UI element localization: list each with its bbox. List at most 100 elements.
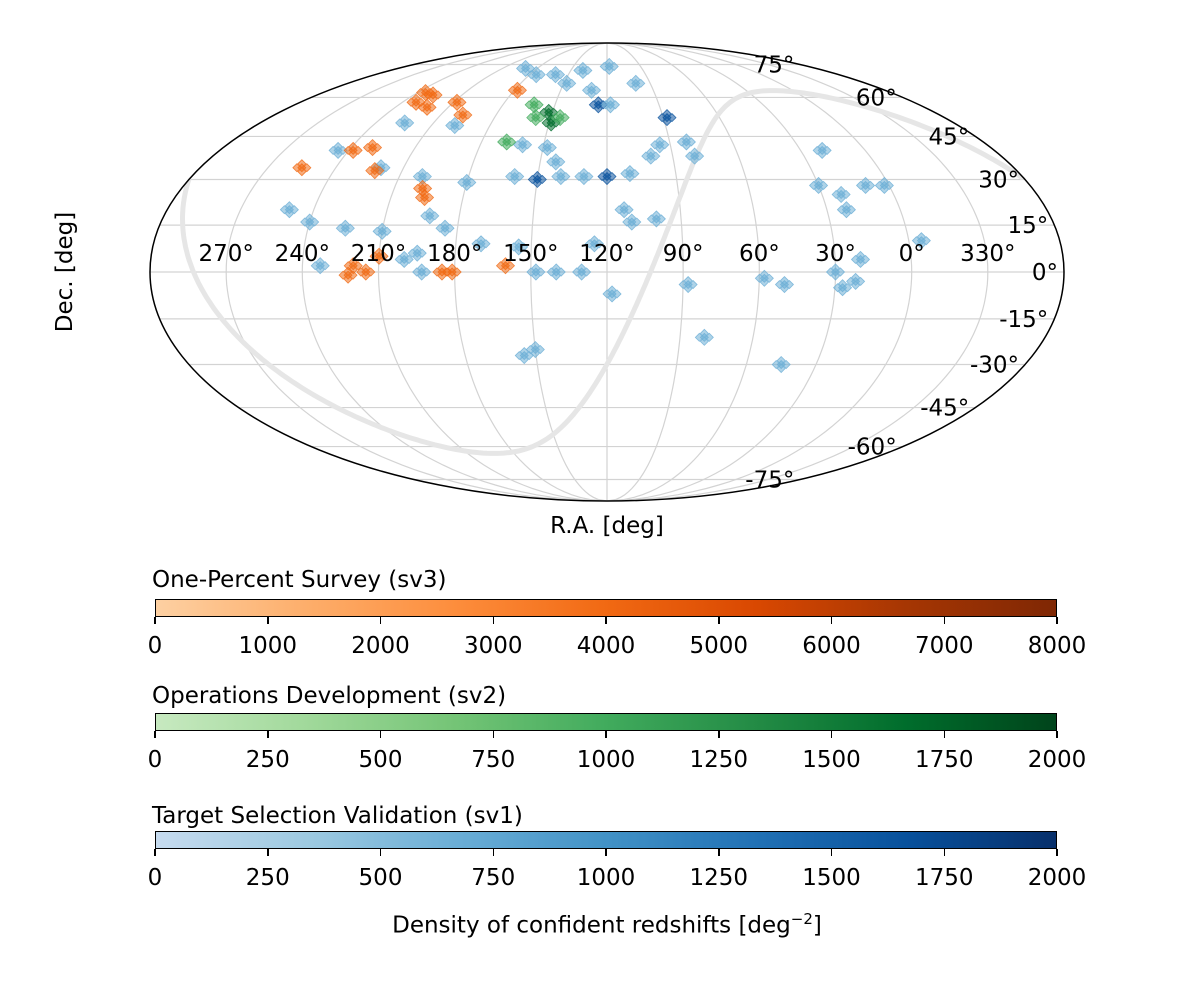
field-marker: [471, 235, 491, 253]
ra-tick-label: 90°: [663, 241, 704, 267]
field-diamond: [660, 140, 670, 150]
field-diamond: [556, 267, 566, 277]
colorbar-tick-mark: [379, 617, 382, 624]
field-diamond: [759, 273, 769, 283]
field-diamond: [310, 217, 320, 227]
field-marker: [343, 141, 363, 159]
colorbar-tick-label: 1500: [802, 747, 861, 773]
field-diamond: [610, 100, 621, 110]
field-diamond: [851, 276, 861, 286]
dec-tick-label: 15°: [1008, 213, 1049, 239]
field-marker: [573, 61, 593, 80]
field-diamond: [612, 289, 622, 299]
colorbar-tick-label: 250: [245, 865, 290, 891]
field-marker: [911, 232, 931, 250]
field-marker: [369, 247, 389, 265]
colorbar-tick-mark: [1056, 731, 1058, 738]
galactic-plane: [180, 88, 1025, 456]
field-diamond: [447, 267, 457, 277]
field-marker: [505, 167, 525, 186]
field-marker: [516, 59, 536, 78]
field-diamond: [686, 137, 696, 147]
field-diamond: [530, 344, 540, 355]
colorbar-tick-mark: [492, 731, 494, 738]
colorbar-tick-mark: [943, 617, 945, 624]
field-diamond: [627, 217, 637, 227]
field-diamond: [531, 113, 541, 123]
ra-tick-label: 150°: [503, 241, 558, 267]
field-diamond: [916, 236, 926, 246]
dec-tick-label: -45°: [920, 396, 969, 422]
field-marker: [685, 147, 705, 165]
field-diamond: [305, 217, 315, 227]
field-diamond: [532, 174, 542, 185]
field-diamond: [651, 214, 661, 224]
field-marker: [551, 167, 571, 186]
field-diamond: [861, 180, 871, 191]
field-diamond: [348, 270, 358, 280]
field-diamond: [377, 226, 387, 236]
field-diamond: [379, 251, 389, 261]
field-diamond: [366, 267, 376, 277]
field-diamond: [562, 78, 572, 88]
field-diamond: [507, 137, 517, 147]
field-diamond: [458, 110, 468, 120]
field-diamond: [481, 239, 491, 249]
field-diamond: [582, 267, 592, 277]
field-diamond: [607, 289, 617, 299]
field-diamond: [370, 166, 380, 176]
field-marker: [574, 167, 594, 186]
field-diamond: [512, 85, 522, 95]
ra-gridline: [606, 43, 989, 501]
field-marker: [581, 81, 602, 99]
colorbar-tick-label: 1750: [914, 747, 974, 773]
colorbar-tick-mark: [1056, 849, 1058, 856]
field-marker: [394, 250, 414, 269]
field-diamond: [555, 70, 566, 80]
field-diamond: [619, 205, 629, 215]
field-diamond: [289, 205, 299, 215]
ra-gridline: [606, 43, 913, 501]
field-marker: [356, 263, 376, 281]
field-diamond: [636, 78, 646, 88]
field-diamond: [340, 223, 350, 233]
field-diamond: [817, 145, 827, 155]
dec-tick-label: 75°: [754, 53, 795, 79]
field-diamond: [404, 254, 414, 265]
field-diamond: [866, 180, 876, 191]
field-diamond: [320, 261, 330, 271]
field-diamond: [542, 143, 552, 153]
field-marker: [620, 165, 640, 183]
field-marker: [614, 201, 634, 219]
field-diamond: [651, 151, 661, 161]
colorbar-tick-label: 0: [147, 865, 163, 891]
colorbar-tick-label: 2000: [351, 633, 410, 659]
field-marker: [365, 162, 385, 180]
field-marker: [525, 340, 545, 359]
field-diamond: [604, 61, 614, 72]
field-diamond: [353, 145, 363, 155]
colorbar-tick-mark: [154, 731, 156, 738]
field-marker: [546, 263, 566, 281]
field-diamond: [411, 97, 421, 107]
field-marker: [420, 207, 440, 225]
field-diamond: [422, 102, 432, 112]
field-diamond: [418, 183, 428, 194]
field-diamond: [400, 118, 410, 128]
field-marker: [526, 109, 546, 127]
field-diamond: [884, 180, 894, 191]
field-diamond: [517, 140, 528, 150]
dec-tick-labels: 75° 60° 45° 30° 15° 0° -15° -30°-45° -60° -75°: [745, 53, 1058, 494]
dec-tick-label: -75°: [745, 467, 794, 493]
ra-tick-label: 180°: [427, 241, 482, 267]
dec-tick-label: 30°: [978, 167, 1019, 193]
field-marker: [395, 114, 415, 132]
colorbar-tick-label: 750: [471, 865, 516, 891]
field-marker: [328, 141, 348, 159]
field-diamond: [655, 140, 665, 150]
colorbar-sv2: [155, 713, 1057, 731]
field-diamond: [452, 267, 462, 277]
ra-tick-label: 60°: [739, 241, 780, 267]
map-boundary: [149, 42, 1065, 502]
sky-map: 270° 240° 210° 180° 150° 120° 90° 60° 30° 0° 330° …: [52, 42, 1065, 539]
